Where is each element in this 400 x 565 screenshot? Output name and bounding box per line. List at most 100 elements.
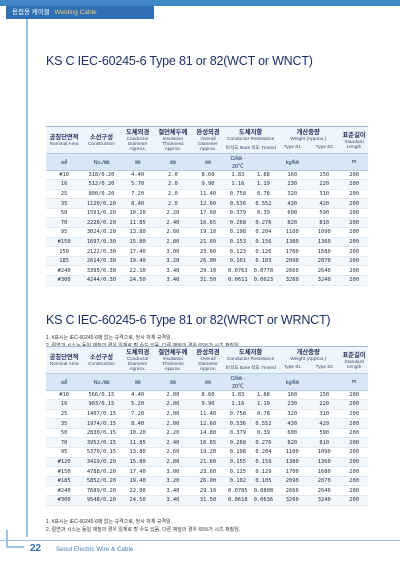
construction-ko: 소선구성 (89, 354, 114, 362)
table-cell: 200 (340, 447, 368, 458)
table-cell: 200 (340, 390, 368, 400)
table-row: #300 4244/0.30 24.50 3.40 31.50 0.0611 0.0623 3… (46, 275, 368, 286)
table-cell: 1360 (308, 237, 341, 247)
table-cell: 200 (340, 476, 368, 486)
table-cell: 160 (276, 170, 309, 180)
table-cell: 15.80 (120, 237, 155, 247)
table-cell: 23.60 (190, 246, 226, 257)
category-label-ko: 용접용 케이블 (12, 9, 50, 16)
category-tab: 용접용 케이블 Welding Cable (6, 6, 154, 19)
table-cell: #10 (46, 390, 83, 400)
table-cell: 35 (46, 418, 83, 429)
table-cell: 0.78 (250, 409, 277, 419)
table-cell: 9548/0.20 (82, 495, 121, 506)
table-cell: 25 (46, 189, 83, 199)
table-row: 16 903/0.15 5.20 2.00 9.90 1.16 1.19 230 220 200 (46, 399, 368, 410)
table-cell: 2660 (276, 265, 309, 276)
table-cell: 3395/0.30 (82, 265, 121, 276)
table-cell: 0.0785 (225, 485, 251, 496)
table-cell: 4.40 (120, 390, 155, 400)
col-weight: 개산중량 Weight (Approx.) (276, 346, 341, 362)
table-cell: 2070 (308, 476, 341, 486)
table-cell: 2228/0.20 (82, 217, 121, 228)
note-line: 2. 절연과 시스는 동일 재질의 경우 일체로 할 수도 있음. 다른 재질의… (46, 527, 241, 533)
col-standard-length: 표준길이 Standard Length (340, 346, 368, 373)
table-row: 25 800/0.20 7.20 2.0 11.40 0.758 0.78 320 310 200 (46, 189, 368, 199)
table-cell: 22.00 (120, 485, 155, 496)
table-cell: 3.40 (154, 265, 191, 276)
table-cell: 12.60 (190, 198, 226, 209)
table-cell: 1407/0.15 (82, 409, 121, 419)
col-conductor-diameter: 도체외경 Conductor Diameter Approx. (120, 126, 155, 153)
table-cell: 22.10 (120, 265, 155, 276)
table-cell: 0.204 (250, 227, 277, 238)
table-cell: 2122/0.30 (82, 246, 121, 257)
table-cell: 2090 (276, 476, 309, 486)
table-cell: 26.00 (190, 476, 226, 486)
insulation-en: Insulation Thickness Approx. (162, 137, 184, 153)
table2-title: KS C IEC-60245-6 Type 81 or 82(WRCT or W… (46, 313, 331, 327)
table-cell: 3.40 (154, 495, 191, 506)
table-cell: 16.65 (190, 437, 226, 448)
table-cell: 3.40 (154, 485, 191, 496)
table-cell: 230 (276, 399, 309, 410)
table-cell: 430 (276, 418, 309, 429)
table-row: 35 1974/0.15 8.40 2.00 12.60 0.536 0.552 430 420… (46, 418, 368, 429)
table-cell: 1700 (276, 466, 309, 477)
table-cell: 8.60 (190, 170, 226, 180)
resistance-en: Conductor Resistance (227, 137, 275, 142)
table-cell: 10.20 (120, 428, 155, 438)
insulation-ko: 절연체두께 (158, 349, 188, 357)
table-row: 35 1120/0.20 8.40 2.0 12.60 0.536 0.552 430 420 2… (46, 198, 368, 209)
nominal-ko: 공칭단면적 (49, 134, 79, 142)
nominal-ko: 공칭단면적 (49, 354, 79, 362)
table-cell: 70 (46, 217, 83, 228)
table-row: #150 1697/0.30 15.80 2.80 21.60 0.153 0.156 138… (46, 237, 368, 247)
table-cell: 0.552 (250, 198, 277, 209)
table1-notes: 1. #표시는 IEC-60245-6에 없는 규격으로, 당사 자체 규격임.… (46, 334, 240, 350)
table-cell: 15.80 (120, 457, 155, 467)
table-cell: 220 (308, 179, 341, 190)
col-construction: 소선구성 Construction (82, 346, 121, 373)
resistance-en: Conductor Resistance (227, 357, 275, 362)
construction-en: Construction (87, 142, 115, 148)
table-cell: 95 (46, 447, 83, 458)
table-cell: 0.156 (250, 237, 277, 247)
table-cell: 2614/0.30 (82, 256, 121, 266)
table-cell: 0.78 (250, 189, 277, 199)
table-cell: 0.105 (250, 476, 277, 486)
table-cell: #300 (46, 495, 83, 506)
table-cell: 3024/0.20 (82, 227, 121, 238)
table-cell: 0.276 (250, 437, 277, 448)
table-cell: 0.102 (225, 476, 251, 486)
table-row: #10 566/0.15 4.40 2.00 8.60 1.83 1.88 160 150 200 (46, 390, 368, 400)
subcol-type81: Type 81 (276, 142, 309, 153)
table-cell: 200 (340, 265, 368, 276)
table-row: 150 2122/0.30 17.40 3.00 23.60 0.123 0.126 1700… (46, 246, 368, 257)
unit-cell: m (340, 372, 368, 391)
weight-en: Weight (Approx.) (290, 137, 327, 142)
table-cell: 420 (308, 198, 341, 209)
table-cell: 29.10 (190, 265, 226, 276)
weight-ko: 개산중량 (296, 349, 320, 356)
table-cell: 19.40 (120, 476, 155, 486)
table-cell: 0.198 (225, 447, 251, 458)
table-row: #120 3419/0.20 15.80 2.80 21.60 0.155 0.159 138… (46, 457, 368, 467)
length-en: Standard Length (344, 139, 364, 150)
table-cell: #185 (46, 476, 83, 486)
tinned-label: 석도 Tinned (251, 146, 276, 152)
table-cell: 10.20 (120, 208, 155, 218)
table-cell: 160 (276, 390, 309, 400)
unit-cell: ㎟ (46, 152, 83, 171)
weight-ko: 개산중량 (296, 129, 320, 136)
table-cell: 16.65 (190, 217, 226, 228)
table-cell: 200 (340, 457, 368, 467)
table-cell: 2.0 (154, 198, 191, 209)
unit-cell: No./㎜ (82, 372, 121, 391)
table-cell: 2.80 (154, 237, 191, 247)
table-cell: 4244/0.30 (82, 275, 121, 286)
table-cell: 0.379 (225, 208, 251, 218)
table-cell: 11.85 (120, 437, 155, 448)
table-cell: 1680 (308, 246, 341, 257)
unit-cell: ㎜ (190, 152, 226, 171)
